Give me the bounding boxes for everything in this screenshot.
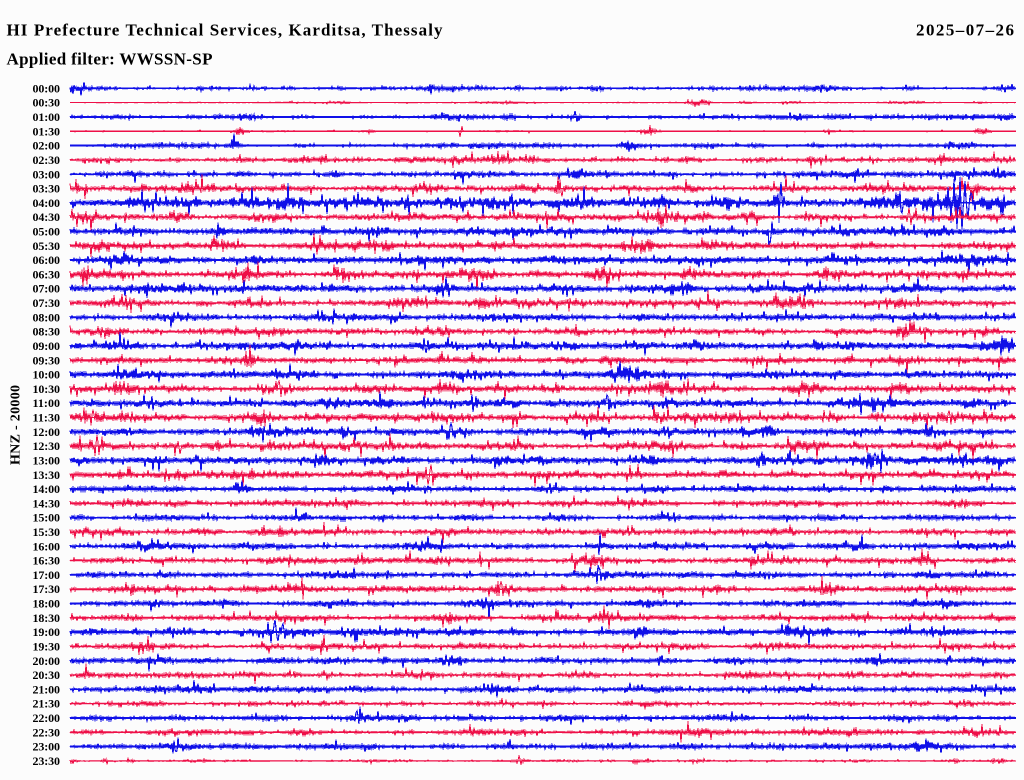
svg-text:05:00: 05:00 (33, 225, 61, 239)
svg-text:22:30: 22:30 (33, 725, 61, 739)
svg-text:19:30: 19:30 (33, 640, 61, 654)
svg-text:14:30: 14:30 (33, 496, 61, 510)
svg-text:09:00: 09:00 (33, 339, 61, 353)
svg-text:10:00: 10:00 (33, 368, 61, 382)
svg-text:HI Prefecture Technical Servic: HI Prefecture Technical Services, Kardit… (7, 21, 444, 40)
svg-text:15:30: 15:30 (33, 525, 61, 539)
svg-text:06:00: 06:00 (33, 253, 61, 267)
svg-text:12:30: 12:30 (33, 439, 61, 453)
svg-text:00:30: 00:30 (33, 96, 61, 110)
svg-text:21:00: 21:00 (33, 682, 61, 696)
svg-text:07:30: 07:30 (33, 296, 61, 310)
svg-text:19:00: 19:00 (33, 625, 61, 639)
svg-text:16:30: 16:30 (33, 554, 61, 568)
svg-text:13:30: 13:30 (33, 468, 61, 482)
svg-text:02:30: 02:30 (33, 153, 61, 167)
svg-text:17:00: 17:00 (33, 568, 61, 582)
svg-text:18:00: 18:00 (33, 597, 61, 611)
svg-text:23:30: 23:30 (33, 754, 61, 768)
svg-text:01:00: 01:00 (33, 110, 61, 124)
svg-text:Applied filter: WWSSN-SP: Applied filter: WWSSN-SP (7, 50, 213, 69)
svg-text:2025–07–26: 2025–07–26 (916, 21, 1014, 40)
svg-text:00:00: 00:00 (33, 81, 61, 95)
svg-text:03:00: 03:00 (33, 167, 61, 181)
svg-text:05:30: 05:30 (33, 239, 61, 253)
svg-text:10:30: 10:30 (33, 382, 61, 396)
svg-text:01:30: 01:30 (33, 124, 61, 138)
svg-text:08:30: 08:30 (33, 325, 61, 339)
svg-text:11:00: 11:00 (33, 396, 61, 410)
svg-text:16:00: 16:00 (33, 539, 61, 553)
svg-text:18:30: 18:30 (33, 611, 61, 625)
svg-text:06:30: 06:30 (33, 267, 61, 281)
svg-text:15:00: 15:00 (33, 511, 61, 525)
svg-text:08:00: 08:00 (33, 310, 61, 324)
svg-text:22:00: 22:00 (33, 711, 61, 725)
svg-text:21:30: 21:30 (33, 697, 61, 711)
svg-text:23:00: 23:00 (33, 740, 61, 754)
svg-text:07:00: 07:00 (33, 282, 61, 296)
svg-text:03:30: 03:30 (33, 182, 61, 196)
svg-text:04:00: 04:00 (33, 196, 61, 210)
svg-text:20:30: 20:30 (33, 668, 61, 682)
svg-text:13:00: 13:00 (33, 454, 61, 468)
svg-text:17:30: 17:30 (33, 582, 61, 596)
svg-text:12:00: 12:00 (33, 425, 61, 439)
svg-text:14:00: 14:00 (33, 482, 61, 496)
svg-text:20:00: 20:00 (33, 654, 61, 668)
svg-text:02:00: 02:00 (33, 139, 61, 153)
svg-text:09:30: 09:30 (33, 353, 61, 367)
svg-text:HNZ - 20000: HNZ - 20000 (9, 385, 24, 465)
svg-text:11:30: 11:30 (33, 411, 61, 425)
svg-text:04:30: 04:30 (33, 210, 61, 224)
